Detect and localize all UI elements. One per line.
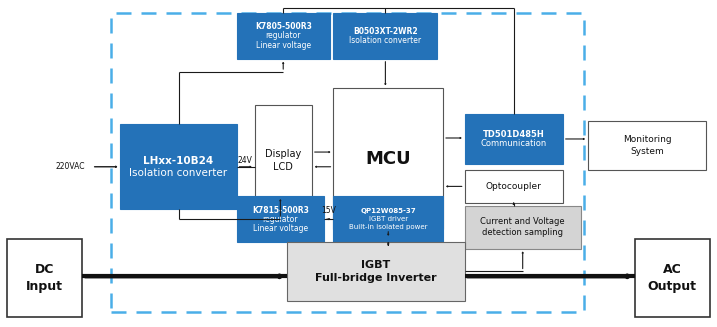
Text: regulator: regulator bbox=[262, 215, 298, 224]
Text: 24V: 24V bbox=[238, 156, 252, 165]
Text: TD501D485H: TD501D485H bbox=[483, 129, 545, 139]
Text: DC
Input: DC Input bbox=[27, 263, 63, 293]
Text: 220VAC: 220VAC bbox=[55, 162, 85, 171]
Text: regulator: regulator bbox=[265, 31, 301, 41]
Text: AC
Output: AC Output bbox=[647, 263, 697, 293]
Bar bbox=[465, 206, 581, 249]
Bar bbox=[333, 13, 437, 59]
Text: B0503XT-2WR2: B0503XT-2WR2 bbox=[353, 27, 418, 36]
Text: 15V: 15V bbox=[321, 206, 336, 215]
Text: K7815-500R3: K7815-500R3 bbox=[252, 205, 309, 215]
Text: QP12W085-37: QP12W085-37 bbox=[361, 208, 416, 214]
Text: Monitoring
System: Monitoring System bbox=[623, 135, 671, 156]
Bar bbox=[237, 196, 324, 242]
Bar bbox=[465, 114, 563, 164]
Text: Optocoupler: Optocoupler bbox=[486, 182, 541, 191]
Bar bbox=[7, 239, 82, 317]
Text: K7805-500R3: K7805-500R3 bbox=[255, 22, 312, 31]
Text: Isolation converter: Isolation converter bbox=[130, 168, 227, 178]
Text: Current and Voltage
detection sampling: Current and Voltage detection sampling bbox=[480, 217, 565, 237]
Bar bbox=[635, 239, 710, 317]
Bar bbox=[465, 170, 563, 203]
Text: MCU: MCU bbox=[366, 149, 411, 168]
Bar bbox=[111, 13, 584, 312]
Text: IGBT
Full-bridge Inverter: IGBT Full-bridge Inverter bbox=[315, 260, 437, 283]
Bar bbox=[237, 13, 330, 59]
Text: IGBT driver: IGBT driver bbox=[369, 216, 408, 222]
Bar bbox=[287, 242, 465, 301]
Bar bbox=[120, 124, 237, 209]
Text: Isolation converter: Isolation converter bbox=[349, 36, 422, 45]
Text: Linear voltage: Linear voltage bbox=[253, 224, 308, 233]
Text: Display
LCD: Display LCD bbox=[265, 149, 301, 172]
Text: Linear voltage: Linear voltage bbox=[256, 41, 310, 50]
Bar bbox=[588, 121, 706, 170]
Text: Built-in isolated power: Built-in isolated power bbox=[349, 224, 427, 230]
Bar bbox=[333, 196, 443, 242]
Bar bbox=[333, 88, 443, 229]
Text: Communication: Communication bbox=[480, 139, 547, 148]
Text: LHxx-10B24: LHxx-10B24 bbox=[143, 156, 214, 165]
Bar bbox=[255, 105, 312, 216]
